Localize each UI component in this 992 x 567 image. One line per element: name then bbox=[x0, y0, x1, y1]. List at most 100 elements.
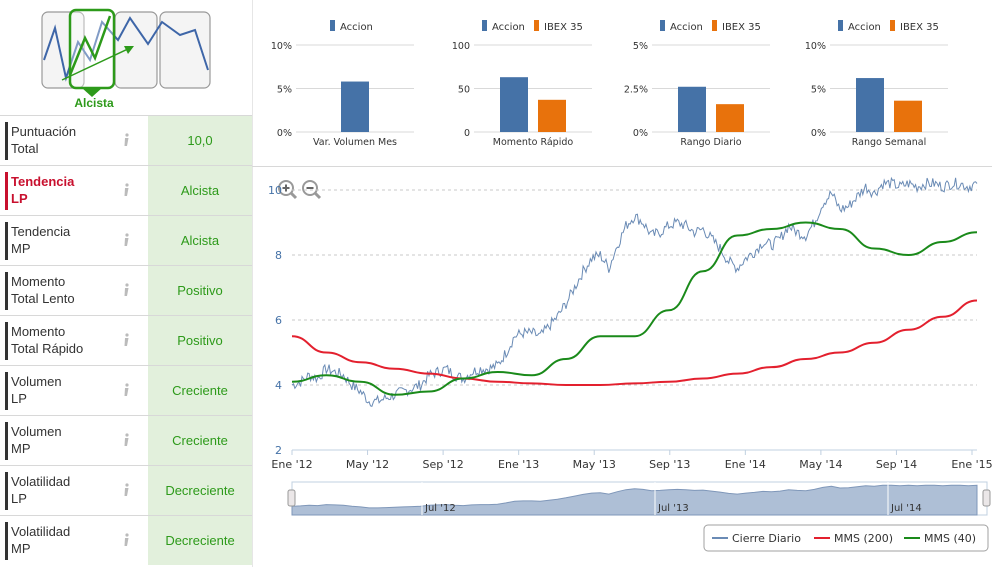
navigator-area bbox=[291, 484, 978, 516]
mini-legend: Accion bbox=[330, 20, 373, 33]
trend-pointer bbox=[82, 88, 102, 97]
mini-legend: Accion IBEX 35 bbox=[660, 20, 761, 33]
info-icon[interactable] bbox=[121, 182, 133, 198]
row-label: Volatilidad MP bbox=[11, 524, 71, 556]
row-label: Volumen MP bbox=[11, 424, 62, 456]
navigator-label: Jul '13 bbox=[657, 503, 689, 514]
mini-chart-title: Rango Diario bbox=[680, 137, 741, 148]
y-tick-label: 0% bbox=[811, 128, 826, 139]
info-icon[interactable] bbox=[121, 282, 133, 298]
trend-indicator: Alcista bbox=[0, 0, 252, 115]
score-row-3[interactable]: Tendencia MP Alcista bbox=[0, 215, 252, 265]
row-marker bbox=[5, 322, 8, 360]
row-marker bbox=[5, 122, 8, 160]
trend-arrow-line bbox=[61, 47, 131, 81]
y-tick-label: 6 bbox=[275, 314, 282, 327]
trend-arrow-head bbox=[124, 46, 134, 54]
info-icon[interactable] bbox=[121, 432, 133, 448]
row-value: Decreciente bbox=[148, 466, 252, 515]
score-row-7[interactable]: Volumen MP Creciente bbox=[0, 415, 252, 465]
y-tick-label: 10% bbox=[271, 41, 292, 52]
x-tick-label: Ene '15 bbox=[951, 458, 992, 471]
score-row-4[interactable]: Momento Total Lento Positivo bbox=[0, 265, 252, 315]
legend-swatch bbox=[838, 20, 843, 31]
score-row-6[interactable]: Volumen LP Creciente bbox=[0, 365, 252, 415]
series-mms-200 bbox=[291, 299, 978, 386]
y-tick-label: 0% bbox=[633, 128, 648, 139]
x-tick-label: May '14 bbox=[799, 458, 842, 471]
legend-label: MMS (200) bbox=[834, 532, 893, 545]
navigator-handle-left[interactable] bbox=[287, 489, 296, 507]
row-label: Tendencia MP bbox=[11, 224, 71, 256]
score-row-9[interactable]: Volatilidad MP Decreciente bbox=[0, 515, 252, 565]
legend-label: Accion bbox=[492, 22, 525, 33]
info-icon[interactable] bbox=[121, 332, 133, 348]
row-marker bbox=[5, 522, 8, 560]
y-tick-label: 100 bbox=[452, 41, 470, 52]
row-label: Volumen LP bbox=[11, 374, 62, 406]
section-divider bbox=[252, 166, 992, 167]
info-icon[interactable] bbox=[121, 132, 133, 148]
navigator-handle-right[interactable] bbox=[982, 489, 991, 507]
legend-swatch bbox=[534, 20, 539, 31]
mini-chart-3: Accion IBEX 35 5% 2.5% 0% Rango Diario bbox=[624, 20, 770, 148]
legend-swatch bbox=[712, 20, 717, 31]
y-tick-label: 5% bbox=[277, 85, 292, 96]
bar-accion bbox=[341, 81, 369, 132]
legend-label: Cierre Diario bbox=[732, 532, 801, 545]
x-tick-label: Ene '13 bbox=[498, 458, 539, 471]
price-chart: 2 4 6 8 10 Ene '12 May '12 Sep '12 Ene '13 May '1… bbox=[268, 176, 992, 552]
mini-bar-charts: Accion 10% 5% 0% Var. Volumen Mes Accion IBEX … bbox=[271, 20, 948, 148]
score-row-8[interactable]: Volatilidad LP Decreciente bbox=[0, 465, 252, 515]
row-marker bbox=[5, 472, 8, 510]
mini-chart-title: Momento Rápido bbox=[493, 137, 574, 148]
row-label: Puntuación Total bbox=[11, 124, 77, 156]
x-tick-label: Ene '12 bbox=[271, 458, 312, 471]
row-label: Momento Total Lento bbox=[11, 274, 75, 306]
info-icon[interactable] bbox=[121, 532, 133, 548]
row-value: 10,0 bbox=[148, 116, 252, 165]
legend-label: IBEX 35 bbox=[544, 22, 583, 33]
info-icon[interactable] bbox=[121, 232, 133, 248]
y-tick-label: 50 bbox=[458, 85, 470, 96]
legend-label: MMS (40) bbox=[924, 532, 976, 545]
x-tick-label: Ene '14 bbox=[725, 458, 766, 471]
row-label: Tendencia LP bbox=[11, 174, 75, 206]
mini-legend: Accion IBEX 35 bbox=[838, 20, 939, 33]
row-value: Creciente bbox=[148, 416, 252, 465]
zoom-out-icon[interactable] bbox=[302, 180, 322, 200]
legend-label: IBEX 35 bbox=[722, 22, 761, 33]
mini-chart-2: Accion IBEX 35 100 50 0 Momento Rápido bbox=[452, 20, 592, 148]
legend-label: Accion bbox=[848, 22, 881, 33]
y-tick-label: 2.5% bbox=[624, 85, 648, 96]
chart-legend: Cierre Diario MMS (200) MMS (40) bbox=[703, 524, 989, 552]
legend-frame bbox=[703, 524, 989, 552]
row-value: Positivo bbox=[148, 316, 252, 365]
score-row-2[interactable]: Tendencia LP Alcista bbox=[0, 165, 252, 215]
score-row-1[interactable]: Puntuación Total 10,0 bbox=[0, 115, 252, 165]
bar-ibex-35 bbox=[894, 100, 922, 132]
score-row-5[interactable]: Momento Total Rápido Positivo bbox=[0, 315, 252, 365]
zoom-in-icon[interactable] bbox=[278, 180, 298, 200]
x-tick-label: Sep '12 bbox=[422, 458, 463, 471]
x-tick-label: Sep '13 bbox=[649, 458, 690, 471]
y-tick-label: 0% bbox=[277, 128, 292, 139]
row-value: Decreciente bbox=[148, 516, 252, 565]
row-marker bbox=[5, 222, 8, 260]
series-cierre-diario bbox=[291, 176, 978, 408]
legend-swatch bbox=[330, 20, 335, 31]
row-marker bbox=[5, 272, 8, 310]
info-icon[interactable] bbox=[121, 382, 133, 398]
mini-chart-title: Var. Volumen Mes bbox=[313, 137, 397, 148]
row-value: Alcista bbox=[148, 166, 252, 215]
x-tick-label: Sep '14 bbox=[876, 458, 917, 471]
bar-ibex-35 bbox=[538, 99, 566, 132]
mini-chart-title: Rango Semanal bbox=[852, 137, 927, 148]
bar-accion bbox=[856, 78, 884, 132]
left-panel: Alcista Puntuación Total 10,0 Tendencia LP Al… bbox=[0, 0, 252, 567]
mini-chart-4: Accion IBEX 35 10% 5% 0% Rango Semanal bbox=[805, 20, 948, 148]
legend-swatch bbox=[890, 20, 895, 31]
row-label: Volatilidad LP bbox=[11, 474, 71, 506]
mini-legend: Accion IBEX 35 bbox=[482, 20, 583, 33]
info-icon[interactable] bbox=[121, 482, 133, 498]
